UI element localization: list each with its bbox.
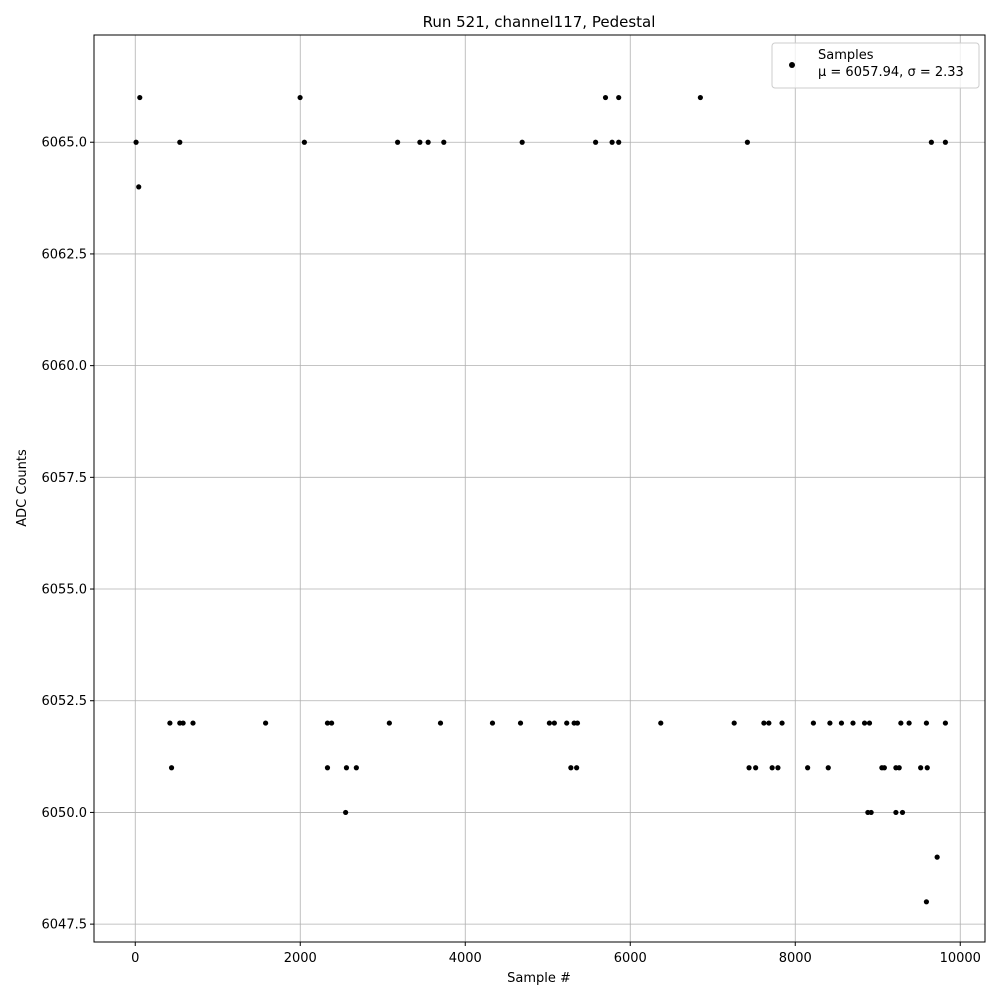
x-tick-label: 6000 <box>614 951 647 966</box>
data-point <box>866 720 873 726</box>
x-tick-label: 2000 <box>284 951 317 966</box>
y-tick-label: 6055.0 <box>42 583 88 598</box>
x-tick-label: 8000 <box>779 951 812 966</box>
data-point <box>697 94 703 101</box>
data-point <box>868 809 874 816</box>
data-point <box>899 809 906 816</box>
data-point <box>568 765 574 771</box>
data-point <box>441 139 447 145</box>
data-point <box>517 720 524 726</box>
data-point <box>942 139 949 145</box>
data-point <box>616 139 622 145</box>
data-point <box>779 720 785 726</box>
data-point <box>136 184 142 190</box>
data-point <box>775 765 781 771</box>
y-tick-label: 6062.5 <box>42 247 88 262</box>
data-point <box>133 139 139 145</box>
data-point <box>761 720 767 726</box>
data-point <box>574 720 581 726</box>
data-point <box>658 720 664 726</box>
data-point <box>343 765 350 771</box>
data-point <box>329 720 335 726</box>
legend-box <box>771 42 980 89</box>
data-point <box>263 720 269 726</box>
data-point <box>297 94 303 101</box>
axis-ticks: 0 2000 4000 6000 8000 10000 6047.5 6050.0 6052.5… <box>42 136 981 966</box>
data-point <box>168 765 175 771</box>
data-point <box>918 765 924 771</box>
data-point <box>519 139 525 145</box>
y-tick-label: 6047.5 <box>42 918 88 933</box>
data-point <box>180 720 186 726</box>
data-point <box>766 720 772 726</box>
data-point <box>324 765 331 771</box>
data-point <box>593 139 599 145</box>
legend-label: Samples <box>818 48 874 63</box>
legend-stats: μ = 6057.94, σ = 2.33 <box>818 65 964 80</box>
data-point <box>827 720 833 726</box>
data-point <box>137 94 143 101</box>
data-point <box>924 765 930 771</box>
data-point <box>564 720 570 726</box>
data-point <box>395 139 401 145</box>
data-point <box>850 720 856 726</box>
data-point <box>353 765 359 771</box>
legend: Samples μ = 6057.94, σ = 2.33 <box>771 42 980 89</box>
plot-frame <box>93 34 986 943</box>
data-point <box>928 139 934 145</box>
data-point <box>746 765 752 771</box>
data-point <box>301 139 307 145</box>
data-point <box>896 765 902 771</box>
data-point <box>934 854 940 860</box>
x-tick-label: 10000 <box>940 951 981 966</box>
data-point <box>898 720 904 726</box>
chart-title: Run 521, channel117, Pedestal <box>423 13 656 31</box>
data-point <box>386 720 392 726</box>
y-tick-label: 6065.0 <box>42 136 88 151</box>
data-point <box>881 765 887 771</box>
data-point <box>616 94 622 101</box>
data-point <box>731 720 737 726</box>
data-point <box>324 720 331 726</box>
y-tick-label: 6050.0 <box>42 806 88 821</box>
data-point <box>177 139 183 145</box>
data-point <box>893 809 899 816</box>
x-tick-label: 0 <box>131 951 139 966</box>
data-point <box>437 720 444 726</box>
data-point <box>769 765 775 771</box>
data-point <box>602 94 609 101</box>
data-point <box>417 139 423 145</box>
data-point <box>838 720 845 726</box>
y-tick-label: 6060.0 <box>42 359 88 374</box>
y-tick-label: 6052.5 <box>42 694 88 709</box>
data-point <box>343 809 349 816</box>
data-point <box>744 139 751 145</box>
data-point <box>574 765 580 771</box>
data-point <box>489 720 496 726</box>
y-tick-label: 6057.5 <box>42 471 88 486</box>
data-point <box>546 720 553 726</box>
data-point <box>753 765 759 771</box>
grid-lines <box>94 35 985 942</box>
data-point <box>609 139 615 145</box>
data-point <box>805 765 811 771</box>
data-point <box>810 720 817 726</box>
data-point <box>190 720 196 726</box>
x-tick-label: 4000 <box>449 951 482 966</box>
data-point <box>942 720 949 726</box>
data-point <box>425 139 431 145</box>
x-axis-label: Sample # <box>507 971 571 986</box>
data-point <box>551 720 557 726</box>
data-point <box>906 720 912 726</box>
data-points <box>133 94 949 905</box>
data-point <box>923 899 930 905</box>
legend-marker-icon <box>789 62 795 68</box>
data-point <box>861 720 868 726</box>
data-point <box>923 720 930 726</box>
y-axis-label: ADC Counts <box>15 449 30 527</box>
data-point <box>167 720 173 726</box>
data-point <box>825 765 831 771</box>
